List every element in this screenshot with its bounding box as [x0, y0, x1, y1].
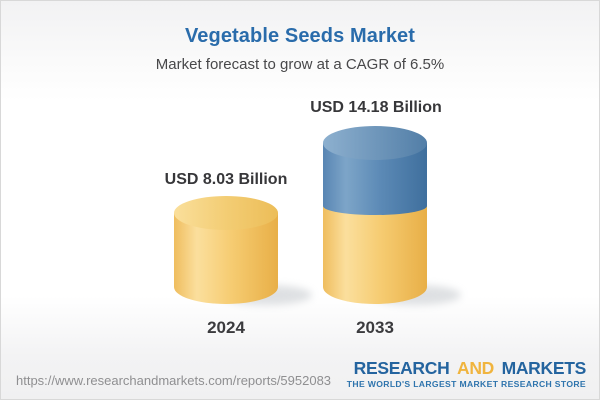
page-title: Vegetable Seeds Market: [184, 25, 416, 47]
logo-tagline: THE WORLD'S LARGEST MARKET RESEARCH STOR…: [346, 379, 586, 390]
bar-value-label-2033: USD 14.18 Billion: [310, 99, 442, 116]
report-url[interactable]: https://www.researchandmarkets.com/repor…: [16, 373, 332, 388]
bar-category-label-2033: 2033: [356, 318, 394, 337]
logo-wordmark: RESEARCH AND MARKETS: [347, 357, 587, 378]
chart-subtitle: Market forecast to grow at a CAGR of 6.5…: [155, 56, 445, 73]
logo-word-research: RESEARCH: [353, 357, 450, 378]
logo-word-markets: MARKETS: [501, 357, 587, 378]
bar-category-label-2024: 2024: [207, 318, 245, 337]
chart-header: Vegetable Seeds Market Market forecast t…: [1, 1, 599, 73]
logo-word-and: AND: [456, 357, 494, 378]
research-and-markets-logo: RESEARCH AND MARKETS THE WORLD'S LARGEST…: [346, 357, 587, 390]
bar-value-label-2024: USD 8.03 Billion: [164, 171, 288, 188]
